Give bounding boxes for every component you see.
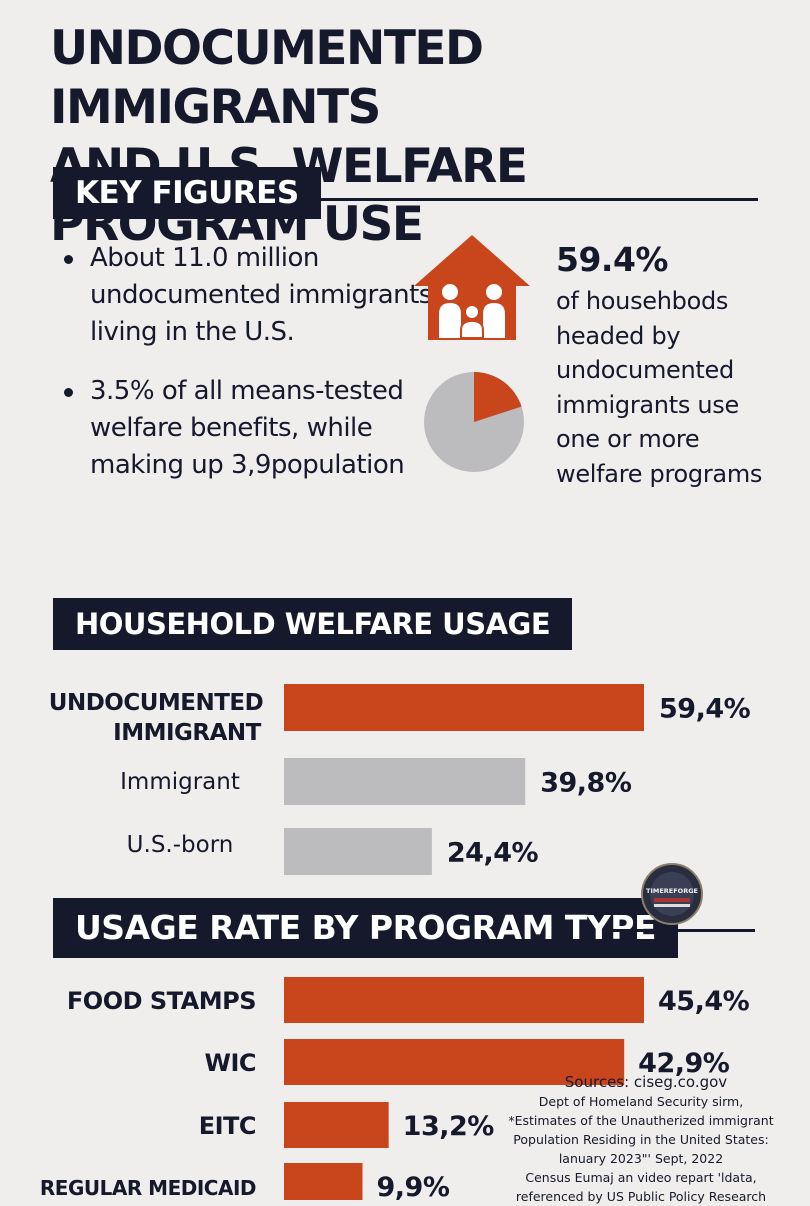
program-category-label: REGULAR MEDICAID — [40, 1176, 256, 1200]
household-welfare-heading: HOUSEHOLD WELFARE USAGE — [53, 598, 573, 650]
program-category-label: FOOD STAMPS — [67, 987, 256, 1015]
page-title: UNDOCUMENTED IMMIGRANTS AND U.S. WELFARE… — [50, 20, 790, 255]
program-bar — [284, 1039, 625, 1085]
key-figures-divider — [318, 198, 758, 201]
source-line: lanuary 2023"' Sept, 2022 — [558, 1151, 724, 1166]
source-line: Sources: ciseg.co.gov — [564, 1073, 728, 1091]
source-line: Dept of Homeland Security sirm, — [538, 1094, 744, 1109]
program-bar-value-label: 42,9% — [638, 1048, 730, 1079]
key-figure-bullet: About 11.0 million undocumented immigran… — [62, 240, 432, 351]
household-category-label: Immigrant — [120, 769, 240, 795]
key-figure-bullet: 3.5% of all means-tested welfare benefit… — [62, 373, 432, 484]
household-bar — [284, 758, 526, 805]
program-usage-heading: USAGE RATE BY PROGRAM TYPE — [53, 898, 679, 958]
key-figures-list: About 11.0 million undocumented immigran… — [62, 240, 432, 506]
program-bar — [284, 977, 644, 1023]
seal-logo-text: TIMEREFORGE — [646, 887, 698, 895]
house-family-icon — [414, 235, 530, 340]
program-bar-value-label: 9,9% — [377, 1172, 450, 1200]
key-figures-heading: KEY FIGURES — [53, 167, 321, 219]
program-category-label: EITC — [199, 1112, 256, 1140]
seal-logo-icon: TIMEREFORGE — [641, 863, 703, 925]
stat-value: 59.4% — [556, 240, 669, 279]
program-bar-value-label: 13,2% — [403, 1111, 495, 1142]
household-welfare-chart: 59,4% UNDOCUMENTED IMMIGRANT 39,8% Immigrant… — [49, 684, 751, 875]
program-usage-chart: 45,4% FOOD STAMPS 42,9% WIC 13,2% EITC 9,9% REG… — [40, 977, 750, 1200]
program-bar — [284, 1102, 389, 1148]
source-line: *Estimates of the Unautherized immigrant — [508, 1113, 774, 1128]
program-bar-value-label: 45,4% — [658, 986, 750, 1017]
household-bar-value-label: 59,4% — [659, 694, 751, 725]
household-category-label: U.S.-born — [127, 832, 234, 858]
household-bar — [284, 684, 644, 731]
household-bar-value-label: 24,4% — [447, 838, 539, 869]
program-usage-divider — [605, 929, 755, 932]
household-bar-value-label: 39,8% — [540, 768, 632, 799]
sources-note: Sources: ciseg.co.gov Dept of Homeland S… — [485, 1072, 797, 1206]
household-bar — [284, 828, 432, 875]
household-category-label: UNDOCUMENTED IMMIGRANT — [49, 690, 263, 746]
source-line: Census Eumaj an video repart 'ldata, — [525, 1170, 757, 1185]
pie-chart-icon — [424, 372, 524, 472]
stat-description: of househbods headed by undocumented imm… — [556, 287, 763, 488]
source-line: Population Residing in the United States… — [513, 1132, 769, 1147]
program-bar — [284, 1163, 363, 1200]
program-category-label: WIC — [204, 1049, 256, 1077]
source-line: referenced by US Public Policy Research — [515, 1189, 767, 1204]
title-line-1: UNDOCUMENTED IMMIGRANTS — [50, 21, 484, 135]
